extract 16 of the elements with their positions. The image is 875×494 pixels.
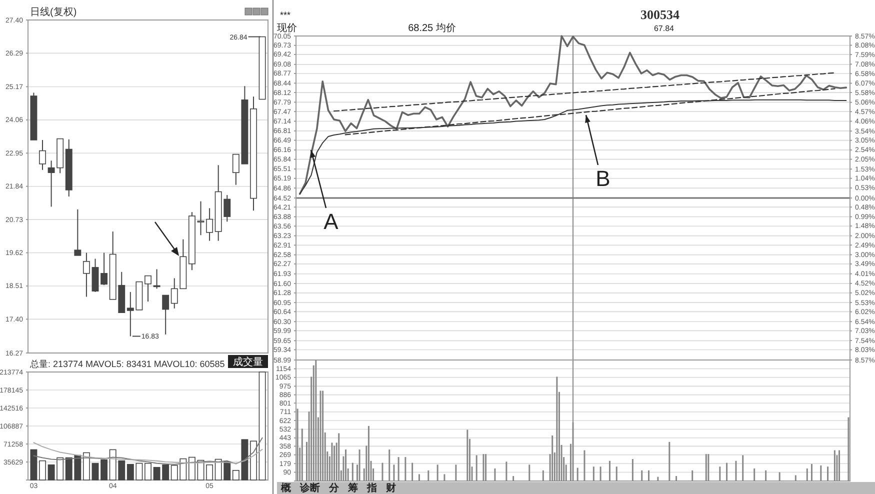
text: 67.84 [654, 24, 675, 33]
chart-title: 300534 [640, 7, 680, 22]
text: 68.25 均价 [408, 22, 456, 34]
chart-title: 总量: 213774 MAVOL5: 83431 MAVOL10: 60585 [29, 359, 225, 369]
text: 分 [328, 482, 340, 494]
text: 现价 [277, 22, 297, 34]
text: 成交量 [233, 356, 263, 368]
chart-title: 日线(复权) [30, 6, 77, 18]
annotation: B [596, 166, 610, 191]
text: 诊断 [299, 482, 320, 494]
text: 财 [385, 482, 396, 494]
text: 指 [366, 482, 377, 494]
annotation: A [324, 209, 339, 234]
text: *** [280, 10, 292, 20]
text: 筹 [347, 482, 358, 494]
text: 概 [280, 482, 292, 494]
